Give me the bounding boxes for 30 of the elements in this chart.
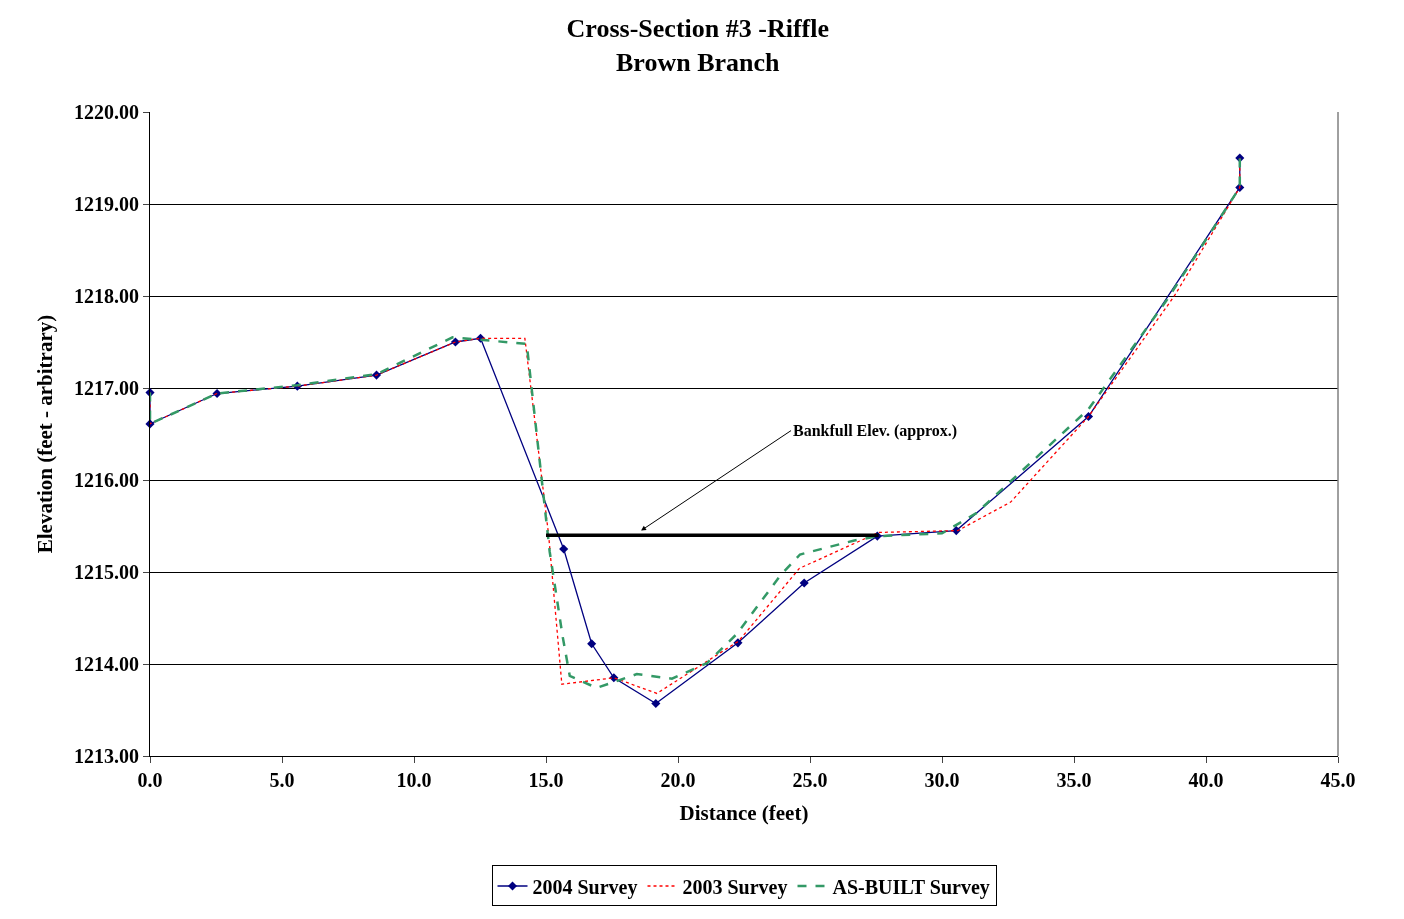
- x-tick-label: 45.0: [1320, 769, 1356, 791]
- y-tick-label: 1218.00: [74, 285, 139, 307]
- chart-title: Cross-Section #3 -Riffle: [566, 13, 829, 43]
- y-tick-label: 1213.00: [74, 745, 139, 767]
- x-tick-label: 10.0: [396, 769, 432, 791]
- x-tick-label: 5.0: [269, 769, 295, 791]
- x-tick-label: 20.0: [660, 769, 696, 791]
- x-tick-label: 25.0: [792, 769, 828, 791]
- x-tick-label: 35.0: [1056, 769, 1092, 791]
- point: [651, 699, 661, 709]
- legend-label: 2004 Survey: [532, 875, 638, 899]
- x-tick-label: 0.0: [137, 769, 163, 791]
- chart-subtitle: Brown Branch: [616, 47, 781, 77]
- point: [587, 639, 597, 649]
- x-tick-label: 30.0: [924, 769, 960, 791]
- y-tick-label: 1220.00: [74, 101, 139, 123]
- y-tick-label: 1216.00: [74, 469, 139, 491]
- point: [799, 578, 809, 588]
- x-tick-label: 15.0: [528, 769, 564, 791]
- y-tick-label: 1215.00: [74, 561, 139, 583]
- x-axis-title: Distance (feet): [679, 801, 809, 826]
- y-tick-label: 1217.00: [74, 377, 139, 399]
- point: [559, 544, 569, 554]
- y-axis-title: Elevation (feet - arbitrary): [33, 314, 58, 554]
- x-tick-label: 40.0: [1188, 769, 1224, 791]
- y-tick-label: 1214.00: [74, 653, 139, 675]
- legend-label: AS-BUILT Survey: [832, 875, 990, 899]
- y-tick-label: 1219.00: [74, 193, 139, 215]
- annotation: Bankfull Elev. (approx.): [793, 422, 958, 440]
- legend-label: 2003 Survey: [682, 875, 788, 899]
